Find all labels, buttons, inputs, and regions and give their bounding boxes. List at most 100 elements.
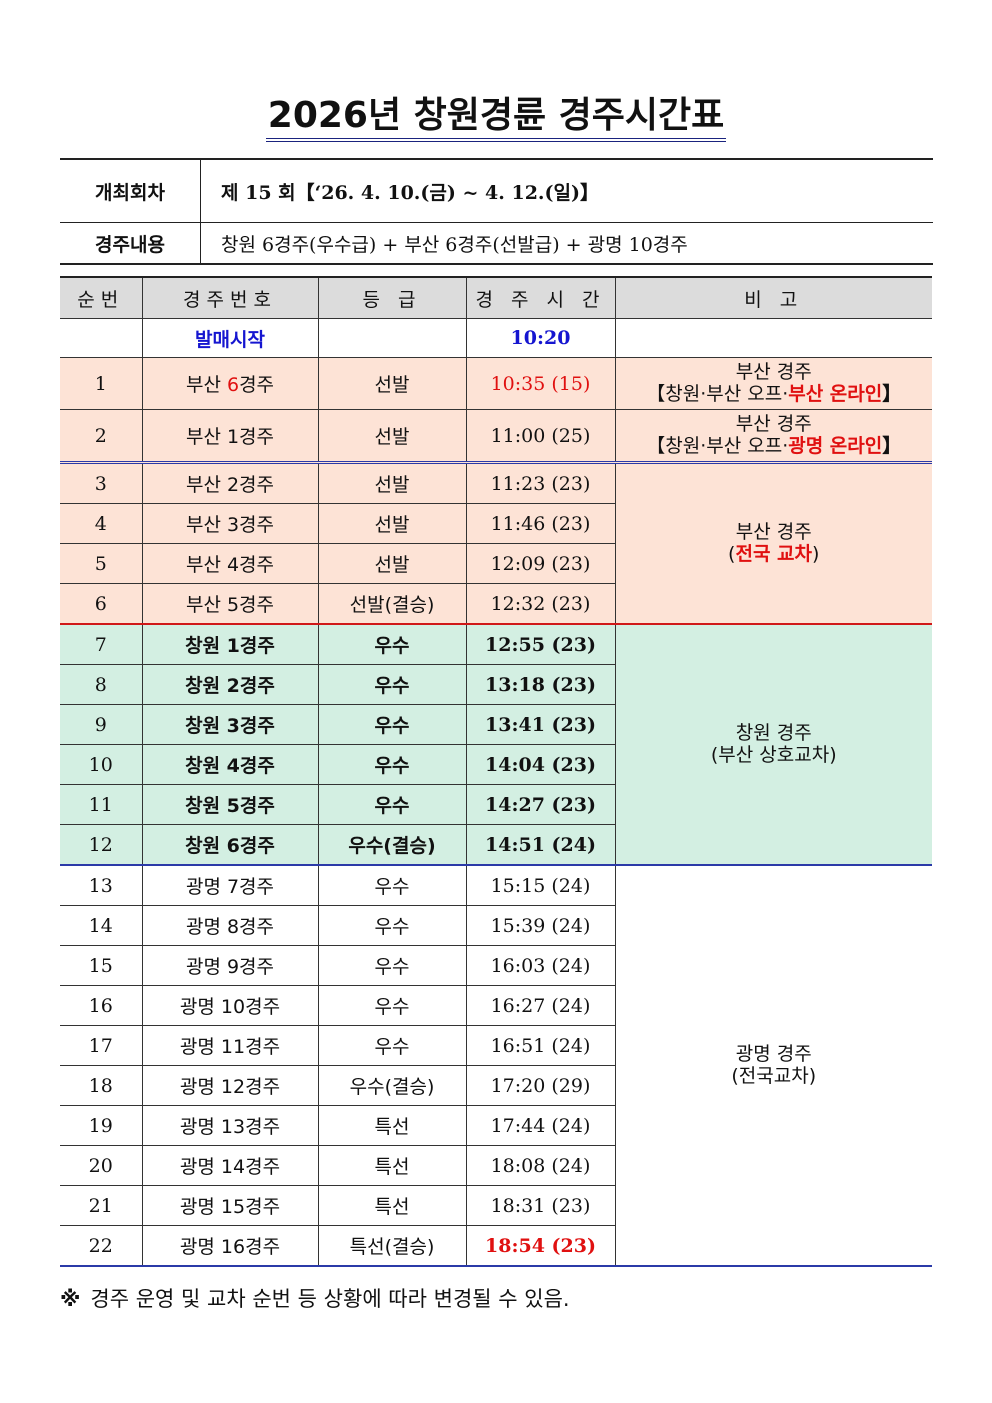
race-schedule-table: 순번 경주번호 등 급 경 주 시 간 비 고 발매시작 10:20 1 부산 … [60,276,932,1267]
event-info-table: 개최회차 제 15 회【‘26. 4. 10.(금) ~ 4. 12.(일)】 … [60,158,933,265]
row-time: 14:51 (24) [465,824,615,866]
row-no: 13 [60,864,143,906]
row-time: 11:23 (23) [465,462,616,504]
table-row: 17 광명 11경주 우수 16:51 (24) [60,1025,932,1066]
table-row: 22 광명 16경주 특선(결승) 18:54 (23) [60,1225,932,1267]
start-grade [317,318,467,358]
row-race: 광명 7경주 [141,864,319,906]
table-row: 8 창원 2경주 우수 13:18 (23) [60,664,932,705]
page-title: 2026년 창원경륜 경주시간표 [0,86,992,142]
header-note: 비 고 [614,276,932,319]
row-grade: 우수 [317,864,467,906]
row-no: 9 [60,704,143,745]
row-no: 12 [60,824,143,866]
table-row: 12 창원 6경주 우수(결승) 14:51 (24) [60,824,932,866]
row-no: 14 [60,905,143,946]
row-no: 19 [60,1105,143,1146]
row-race: 광명 10경주 [141,985,319,1026]
header-no: 순번 [60,276,143,319]
table-row: 9 창원 3경주 우수 13:41 (23) [60,704,932,745]
row-grade: 우수 [317,664,467,705]
row-no: 16 [60,985,143,1026]
row-time: 12:09 (23) [465,543,615,584]
row-time: 14:27 (23) [465,784,615,825]
row-no: 21 [60,1185,143,1226]
table-row: 20 광명 14경주 특선 18:08 (24) [60,1145,932,1186]
footnote: ※ 경주 운영 및 교차 순번 등 상황에 따라 변경될 수 있음. [60,1283,570,1313]
row-time: 14:04 (23) [465,744,615,785]
row-grade: 선발 [317,357,467,410]
title-text: 2026년 창원경륜 경주시간표 [265,95,727,142]
row-time: 17:44 (24) [465,1105,615,1146]
row-grade: 우수 [317,1025,467,1066]
row-grade: 우수 [317,744,467,785]
row-grade: 선발 [317,543,467,584]
header-race: 경주번호 [141,276,319,319]
row-no: 10 [60,744,143,785]
table-row: 14 광명 8경주 우수 15:39 (24) [60,905,932,946]
round-label: 개최회차 [60,158,201,223]
row-race: 부산 2경주 [141,462,319,504]
row-grade: 우수 [317,704,467,745]
row-no: 15 [60,945,143,986]
row-race: 부산 6경주 [141,357,319,410]
footnote-text: 경주 운영 및 교차 순번 등 상황에 따라 변경될 수 있음. [90,1287,570,1311]
row-race: 부산 5경주 [141,583,319,625]
row-no: 22 [60,1225,143,1267]
row-time: 11:46 (23) [465,503,615,544]
row-grade: 우수 [317,905,467,946]
row-race: 광명 12경주 [141,1065,319,1106]
row-race: 창원 2경주 [141,664,319,705]
row-grade: 우수 [317,985,467,1026]
row-time: 16:03 (24) [465,945,615,986]
row-time: 16:51 (24) [465,1025,615,1066]
table-row: 19 광명 13경주 특선 17:44 (24) [60,1105,932,1146]
row-time: 12:32 (23) [465,583,615,625]
row-grade: 특선 [317,1145,467,1186]
row-time: 12:55 (23) [465,623,616,665]
row-time: 17:20 (29) [465,1065,615,1106]
row-no: 18 [60,1065,143,1106]
row-grade: 우수 [317,784,467,825]
row-race: 광명 14경주 [141,1145,319,1186]
row-time: 10:35 (15) [465,357,616,410]
table-row: 11 창원 5경주 우수 14:27 (23) [60,784,932,825]
table-row: 21 광명 15경주 특선 18:31 (23) [60,1185,932,1226]
row-grade: 선발(결승) [317,583,467,625]
row-no: 6 [60,583,143,625]
row-time: 16:27 (24) [465,985,615,1026]
start-no [60,318,143,358]
row-race: 광명 11경주 [141,1025,319,1066]
row-race: 광명 15경주 [141,1185,319,1226]
row-grade: 우수 [317,623,467,665]
row-grade: 특선(결승) [317,1225,467,1267]
row-time: 13:41 (23) [465,704,615,745]
table-header-row: 순번 경주번호 등 급 경 주 시 간 비 고 [60,276,932,319]
start-label: 발매시작 [141,318,319,358]
row-race: 광명 9경주 [141,945,319,986]
row-race: 부산 3경주 [141,503,319,544]
row-no: 20 [60,1145,143,1186]
round-value: 제 15 회【‘26. 4. 10.(금) ~ 4. 12.(일)】 [200,158,933,223]
table-row: 3 부산 2경주 선발 11:23 (23) 부산 경주 (전국 교차) [60,462,932,625]
row-note: 부산 경주 【창원·부산 오프·광명 온라인】 [614,409,932,464]
changwon-note: 창원 경주 (부산 상호교차) [614,623,932,866]
reference-mark: ※ [60,1287,81,1311]
table-row: 1 부산 6경주 선발 10:35 (15) 부산 경주 【창원·부산 오프·부… [60,357,932,410]
table-row: 5 부산 4경주 선발 12:09 (23) [60,543,932,584]
row-race: 부산 4경주 [141,543,319,584]
row-time: 18:08 (24) [465,1145,615,1186]
table-row: 18 광명 12경주 우수(결승) 17:20 (29) [60,1065,932,1106]
table-row: 15 광명 9경주 우수 16:03 (24) [60,945,932,986]
table-row: 13 광명 7경주 우수 15:15 (24) 광명 경주 (전국교차) [60,864,932,1267]
row-grade: 선발 [317,409,467,464]
row-no: 2 [60,409,143,464]
row-no: 8 [60,664,143,705]
row-race: 광명 13경주 [141,1105,319,1146]
header-grade: 등 급 [317,276,467,319]
row-time: 15:39 (24) [465,905,615,946]
row-no: 1 [60,357,143,410]
row-grade: 특선 [317,1105,467,1146]
start-time: 10:20 [465,318,616,358]
row-no: 17 [60,1025,143,1066]
